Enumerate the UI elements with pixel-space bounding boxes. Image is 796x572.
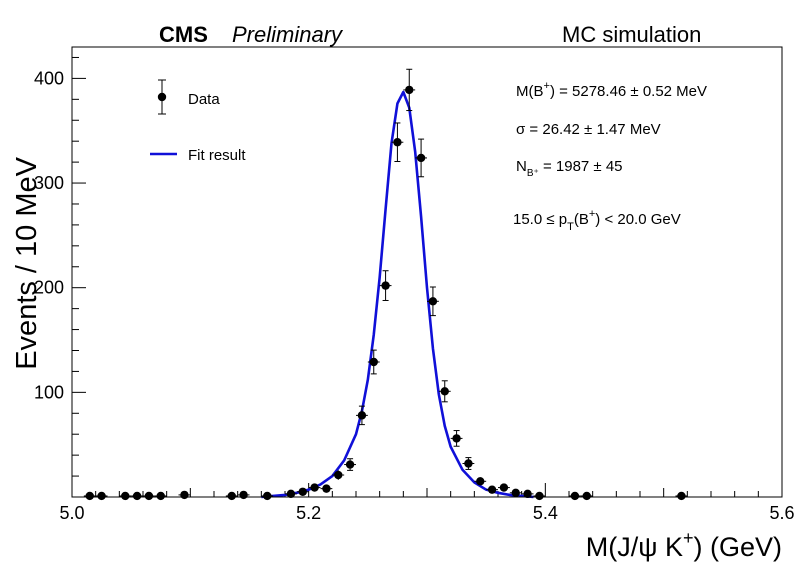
fit-layer bbox=[261, 90, 534, 499]
data-point bbox=[154, 491, 167, 501]
y-tick-label: 200 bbox=[34, 278, 64, 298]
x-tick-label: 5.2 bbox=[296, 503, 321, 523]
mass-annotation: M(B+) = 5278.46 ± 0.52 MeV bbox=[516, 80, 707, 100]
data-point bbox=[450, 430, 463, 447]
legend-fit-label: Fit result bbox=[188, 147, 246, 164]
y-tick-label: 300 bbox=[34, 173, 64, 193]
data-point bbox=[580, 491, 593, 501]
data-point bbox=[261, 491, 274, 501]
data-point bbox=[143, 491, 155, 501]
data-point bbox=[119, 491, 132, 501]
data-point bbox=[344, 458, 356, 471]
data-point bbox=[474, 477, 487, 486]
x-axis-title: M(J/ψ K+) (GeV) bbox=[586, 528, 782, 562]
x-axis: 5.0 5.2 5.4 5.6 bbox=[59, 483, 795, 523]
data-point bbox=[131, 491, 143, 501]
plot-frame bbox=[71, 46, 783, 498]
data-point bbox=[308, 483, 321, 492]
x-tick-label: 5.0 bbox=[59, 503, 84, 523]
legend-data-marker bbox=[157, 79, 167, 115]
data-point bbox=[296, 487, 309, 496]
data-point bbox=[83, 491, 96, 501]
y-tick-label: 400 bbox=[34, 68, 64, 88]
data-point bbox=[379, 270, 392, 301]
data-point bbox=[225, 491, 238, 501]
mc-simulation-label: MC simulation bbox=[562, 22, 701, 47]
preliminary-label: Preliminary bbox=[232, 22, 344, 47]
data-point bbox=[403, 68, 416, 112]
data-point bbox=[415, 138, 427, 178]
fit-curve bbox=[261, 90, 534, 499]
data-point bbox=[498, 483, 510, 492]
legend-data-label: Data bbox=[188, 91, 220, 108]
data-point bbox=[332, 470, 345, 480]
data-point bbox=[569, 491, 581, 501]
data-point bbox=[95, 491, 108, 501]
sigma-annotation: σ = 26.42 ± 1.47 MeV bbox=[516, 121, 661, 138]
data-point bbox=[427, 286, 439, 317]
data-point bbox=[320, 484, 333, 493]
x-tick-label: 5.4 bbox=[533, 503, 558, 523]
data-point bbox=[356, 405, 368, 426]
data-point bbox=[438, 380, 451, 403]
data-point bbox=[486, 485, 498, 494]
data-point bbox=[509, 488, 522, 498]
data-point bbox=[521, 489, 534, 499]
data-point bbox=[285, 489, 297, 499]
data-point bbox=[391, 122, 404, 163]
y-axis-title: Events / 10 MeV bbox=[11, 156, 43, 369]
data-point bbox=[237, 490, 250, 500]
cms-label: CMS bbox=[159, 22, 208, 47]
y-tick-label: 100 bbox=[34, 382, 64, 402]
data-point bbox=[367, 349, 380, 375]
data-point bbox=[462, 457, 475, 470]
x-tick-label: 5.6 bbox=[769, 503, 794, 523]
data-point bbox=[533, 491, 546, 501]
yield-annotation: NB⁺ = 1987 ± 45 bbox=[516, 158, 623, 179]
legend: Data Fit result bbox=[150, 79, 246, 164]
pt-range-annotation: 15.0 ≤ pT(B+) < 20.0 GeV bbox=[513, 208, 681, 233]
data-points-layer bbox=[83, 68, 688, 501]
y-axis: 100 200 300 400 bbox=[34, 56, 86, 477]
data-point bbox=[675, 491, 688, 501]
plot-area: 5.0 5.2 5.4 5.6 100 200 300 400 bbox=[34, 46, 795, 523]
data-point bbox=[178, 490, 191, 500]
